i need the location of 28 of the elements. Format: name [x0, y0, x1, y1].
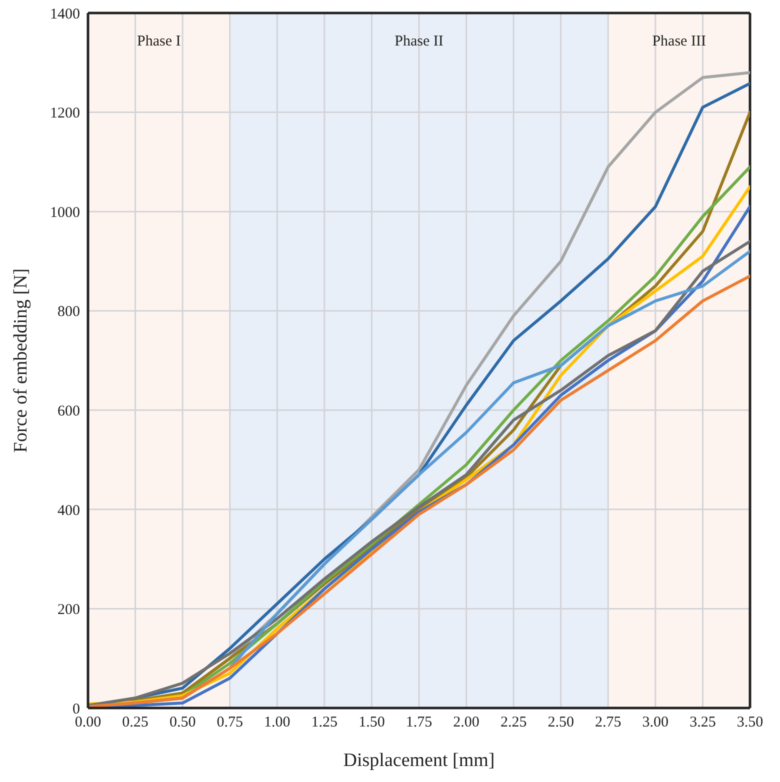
y-tick-label: 800 [58, 304, 80, 320]
band-label: Phase III [652, 34, 706, 50]
y-tick-label: 1400 [50, 6, 80, 22]
x-tick-label: 3.50 [736, 714, 764, 731]
x-tick-label: 0.25 [122, 714, 148, 731]
band-label: Phase II [394, 34, 444, 50]
x-tick-label: 1.00 [264, 714, 290, 731]
y-tick-label: 0 [72, 701, 80, 718]
x-tick-label: 1.25 [311, 714, 338, 731]
y-tick-label: 600 [58, 403, 80, 420]
y-tick-label: 1000 [50, 204, 80, 221]
y-axis-title: Force of embedding [N] [10, 268, 32, 453]
y-tick-label: 200 [58, 602, 80, 618]
x-tick-label: 0.00 [74, 714, 102, 731]
x-tick-label: 0.50 [169, 714, 196, 731]
x-tick-label: 3.25 [690, 714, 716, 731]
x-tick-label: 1.75 [406, 714, 432, 731]
x-tick-label: 2.00 [453, 714, 480, 731]
x-tick-label: 2.50 [548, 714, 574, 731]
x-tick-label: 2.25 [500, 714, 527, 731]
x-tick-label: 0.75 [216, 714, 243, 731]
band-label: Phase I [137, 34, 181, 50]
y-tick-label: 1200 [50, 106, 80, 122]
x-tick-label: 2.75 [595, 714, 622, 731]
x-tick-label: 3.00 [642, 714, 669, 731]
x-axis-title: Displacement [mm] [343, 750, 495, 771]
y-tick-label: 400 [58, 502, 80, 519]
x-tick-label: 1.50 [358, 714, 385, 731]
